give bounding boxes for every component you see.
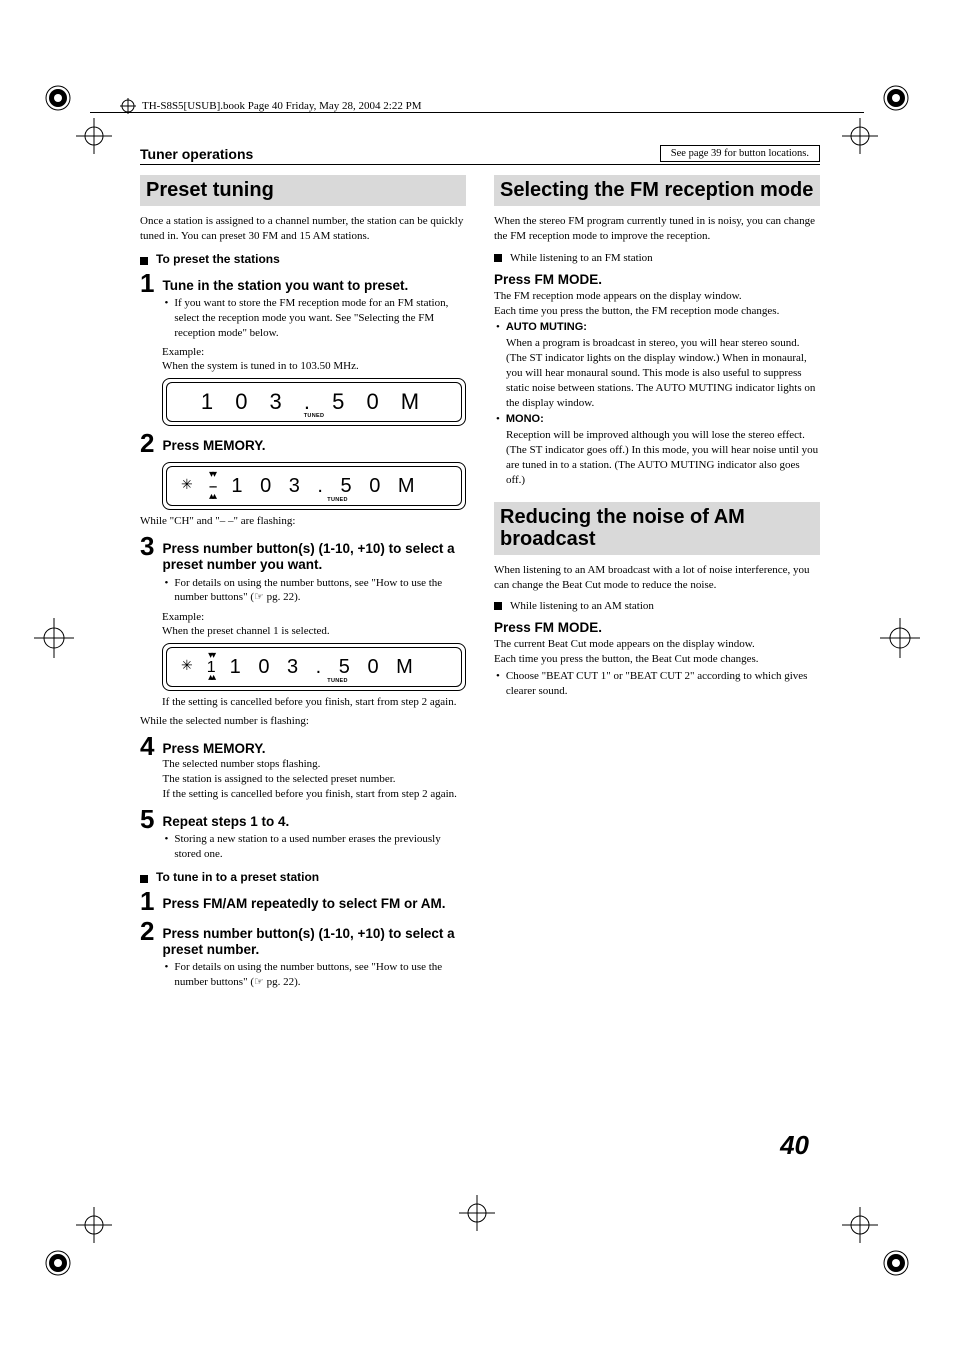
press-fm-mode-1: Press FM MODE. [494, 272, 820, 287]
reference-box: See page 39 for button locations. [660, 145, 820, 162]
example-caption-1: When the system is tuned in to 103.50 MH… [140, 360, 466, 372]
step-3: 3 Press number button(s) (1-10, +10) to … [140, 533, 466, 605]
auto-muting-label: AUTO MUTING: [506, 321, 587, 333]
lcd-3-digits: 1 0 3 . 5 0 M [230, 656, 419, 679]
step-number: 2 [140, 430, 154, 456]
step-4-line-2: The station is assigned to the selected … [162, 772, 466, 787]
fm-condition: While listening to an FM station [494, 252, 820, 264]
step-5-bullet: Storing a new station to a used number e… [162, 832, 466, 862]
page-content: Tuner operations See page 39 for button … [140, 145, 820, 990]
preset-intro: Once a station is assigned to a channel … [140, 214, 466, 244]
section-header: Tuner operations [140, 146, 253, 162]
example-label-3: Example: [140, 611, 466, 623]
b-step-1: 1 Press FM/AM repeatedly to select FM or… [140, 888, 466, 914]
lcd-1-tuned: TUNED [304, 413, 324, 419]
lcd-2-digits: 1 0 3 . 5 0 M [231, 475, 420, 498]
b-step-2-bullet: For details on using the number buttons,… [162, 960, 466, 990]
mono-label: MONO: [506, 413, 544, 425]
right-column: Selecting the FM reception mode When the… [494, 175, 820, 990]
mono-body: Reception will be improved although you … [494, 428, 820, 487]
step-1: 1 Tune in the station you want to preset… [140, 270, 466, 341]
step-2-title: Press MEMORY. [162, 430, 466, 454]
b-step-2: 2 Press number button(s) (1-10, +10) to … [140, 918, 466, 990]
fm-body-2: Each time you press the button, the FM r… [494, 304, 820, 319]
lcd-3-icon: ✳︎ [181, 660, 193, 674]
step-1-bullet: If you want to store the FM reception mo… [162, 296, 466, 341]
reg-mark-bot-right [876, 1243, 916, 1283]
lcd-2-ch: ▾▾--▴▴ [209, 471, 216, 502]
example-label-1: Example: [140, 346, 466, 358]
top-rule [140, 164, 820, 165]
after-step-3: If the setting is cancelled before you f… [140, 695, 466, 710]
reg-cross-bot-right [842, 1207, 878, 1243]
example-caption-3: When the preset channel 1 is selected. [140, 625, 466, 637]
lcd-display-1: 1 0 3 . 5 0 M TUNED [162, 378, 466, 426]
reg-cross-mid-left [34, 618, 74, 658]
reg-cross-top-left [76, 118, 112, 154]
reg-cross-bot-left [76, 1207, 112, 1243]
step-number: 3 [140, 533, 154, 605]
step-4-line-1: The selected number stops flashing. [162, 757, 466, 772]
fm-intro: When the stereo FM program currently tun… [494, 214, 820, 244]
lcd-3-tuned: TUNED [327, 678, 347, 684]
am-body-2: Each time you press the button, the Beat… [494, 652, 820, 667]
reg-cross-mid-right [880, 618, 920, 658]
lcd-2-tuned: TUNED [327, 497, 347, 503]
auto-muting-item: AUTO MUTING: [494, 320, 820, 335]
step-3-bullet: For details on using the number buttons,… [162, 576, 466, 606]
lcd-2-icon: ✳︎ [181, 479, 193, 493]
step-4-title: Press MEMORY. [162, 733, 466, 757]
step-number: 1 [140, 888, 154, 914]
after-step-2: While "CH" and "– –" are flashing: [140, 514, 466, 529]
step-4: 4 Press MEMORY. The selected number stop… [140, 733, 466, 802]
left-column: Preset tuning Once a station is assigned… [140, 175, 466, 990]
header-rule [90, 112, 864, 113]
step-number: 5 [140, 806, 154, 862]
reg-cross-bot-center [459, 1195, 495, 1231]
step-2: 2 Press MEMORY. [140, 430, 466, 456]
before-step-4: While the selected number is flashing: [140, 714, 466, 729]
reg-mark-top-right [876, 78, 916, 118]
heading-tune-preset: To tune in to a preset station [140, 870, 466, 884]
lcd-3-ch: ▾▾1▴▴ [207, 652, 216, 683]
step-3-title: Press number button(s) (1-10, +10) to se… [162, 533, 466, 573]
b-step-2-title: Press number button(s) (1-10, +10) to se… [162, 918, 466, 958]
am-condition: While listening to an AM station [494, 600, 820, 612]
auto-muting-body: When a program is broadcast in stereo, y… [494, 336, 820, 410]
mono-item: MONO: [494, 412, 820, 427]
am-bullet: Choose "BEAT CUT 1" or "BEAT CUT 2" acco… [494, 669, 820, 699]
press-fm-mode-2: Press FM MODE. [494, 620, 820, 635]
am-intro: When listening to an AM broadcast with a… [494, 563, 820, 593]
reg-mark-top-left [38, 78, 78, 118]
book-header-text: TH-S8S5[USUB].book Page 40 Friday, May 2… [142, 100, 422, 112]
title-fm-mode: Selecting the FM reception mode [494, 175, 820, 206]
reg-cross-top-right [842, 118, 878, 154]
lcd-display-3: ✳︎ ▾▾1▴▴ 1 0 3 . 5 0 M TUNED [162, 643, 466, 691]
step-5-title: Repeat steps 1 to 4. [162, 806, 466, 830]
lcd-display-2: ✳︎ ▾▾--▴▴ 1 0 3 . 5 0 M TUNED [162, 462, 466, 510]
step-1-title: Tune in the station you want to preset. [162, 270, 466, 294]
page-number: 40 [780, 1130, 809, 1161]
step-number: 1 [140, 270, 154, 341]
title-am-noise: Reducing the noise of AM broadcast [494, 502, 820, 555]
step-4-line-3: If the setting is cancelled before you f… [162, 787, 466, 802]
fm-body-1: The FM reception mode appears on the dis… [494, 289, 820, 304]
step-5: 5 Repeat steps 1 to 4. Storing a new sta… [140, 806, 466, 862]
reg-mark-bot-left [38, 1243, 78, 1283]
heading-to-preset-stations: To preset the stations [140, 252, 466, 266]
lcd-1-digits: 1 0 3 . 5 0 M [201, 389, 427, 415]
am-body-1: The current Beat Cut mode appears on the… [494, 637, 820, 652]
step-number: 2 [140, 918, 154, 990]
step-number: 4 [140, 733, 154, 802]
b-step-1-title: Press FM/AM repeatedly to select FM or A… [162, 888, 466, 912]
title-preset-tuning: Preset tuning [140, 175, 466, 206]
